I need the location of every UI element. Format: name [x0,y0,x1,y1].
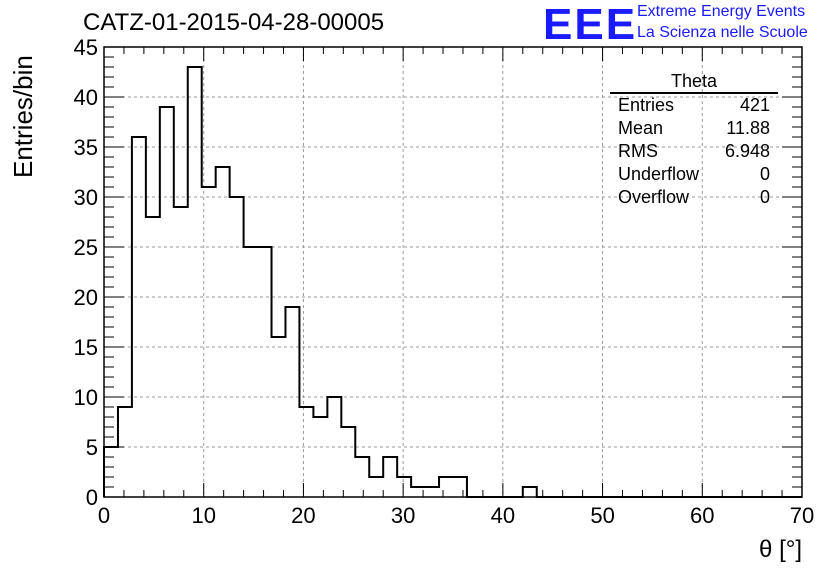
stats-value: 421 [739,95,770,115]
x-tick-label: 50 [590,503,614,528]
y-tick-label: 25 [74,235,98,260]
stats-value: 6.948 [724,141,770,161]
stats-row-underflow: Underflow 0 [610,163,778,186]
axis-ticks [103,46,803,498]
y-tick-label: 20 [74,285,98,310]
stats-label: RMS [618,141,658,161]
logo-caption-line1: Extreme Energy Events [637,3,806,20]
chart-title: CATZ-01-2015-04-28-00005 [83,9,385,36]
stats-row-rms: RMS 6.948 [610,140,778,163]
y-tick-label: 30 [74,185,98,210]
stats-box: Theta Entries 421 Mean 11.88 RMS 6.948 U… [610,70,778,209]
stats-title: Theta [610,70,778,94]
stats-label: Mean [618,118,664,138]
x-tick-label: 0 [98,503,110,528]
x-tick-label: 20 [291,503,315,528]
stats-label: Underflow [618,164,700,184]
stats-value: 11.88 [726,118,770,138]
x-tick-label: 10 [191,503,215,528]
y-axis-label: Entries/bin [8,55,38,178]
stats-value: 0 [759,187,770,207]
x-tick-label: 40 [491,503,515,528]
x-tick-label: 30 [391,503,415,528]
y-tick-label: 10 [74,385,98,410]
eee-logo: EEE [543,0,638,49]
x-axis-label: θ [°] [759,536,802,563]
y-tick-label: 5 [86,435,98,460]
grid-lines [104,47,802,497]
stats-row-entries: Entries 421 [610,94,778,117]
stats-label: Overflow [618,187,690,207]
y-tick-label: 0 [86,485,98,510]
y-tick-label: 35 [74,135,98,160]
y-tick-label: 45 [74,35,98,60]
x-tick-label: 60 [690,503,714,528]
y-tick-label: 15 [74,335,98,360]
stats-row-mean: Mean 11.88 [610,117,778,140]
tick-labels: 0 10 20 30 40 50 60 70 0 5 10 15 20 25 30 35 40 45 [74,35,815,528]
x-tick-label: 70 [790,503,814,528]
plot-frame [103,46,803,498]
stats-label: Entries [618,95,675,115]
logo-caption-line2: La Scienza nelle Scuole [637,24,808,41]
stats-row-overflow: Overflow 0 [610,186,778,209]
stats-value: 0 [759,164,770,184]
y-tick-label: 40 [74,85,98,110]
